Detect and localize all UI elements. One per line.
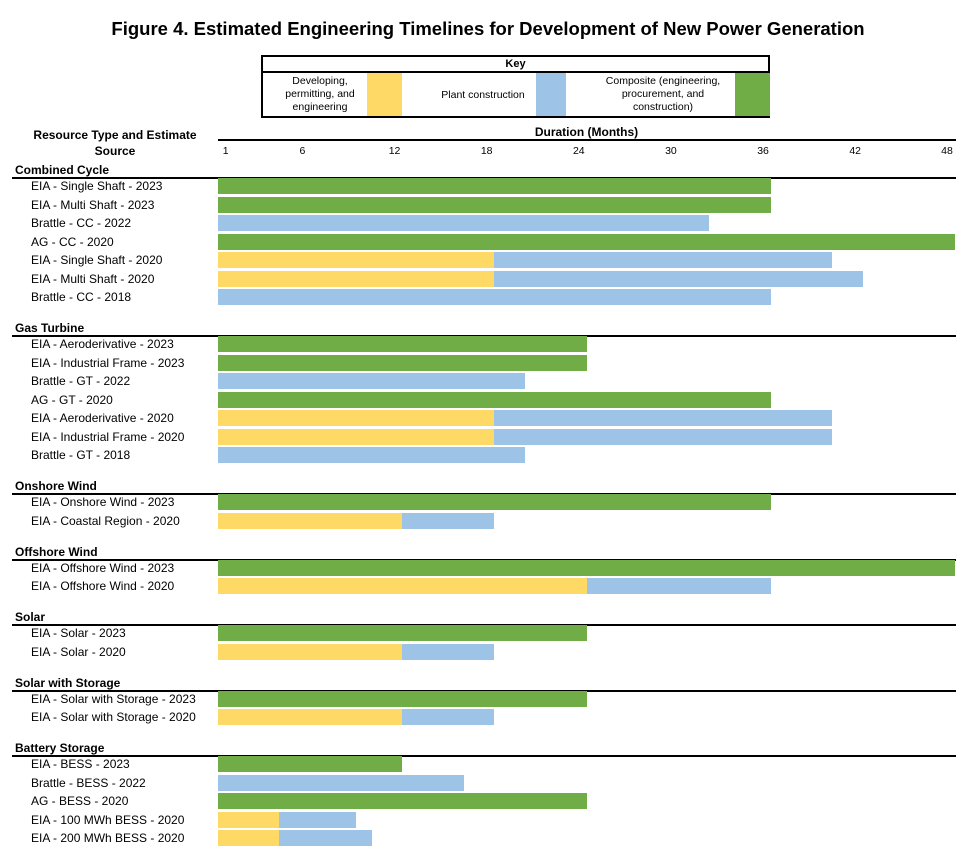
row-label: AG - GT - 2020 <box>31 392 113 407</box>
bar-developing <box>218 811 280 828</box>
group-label: Offshore Wind <box>15 544 98 559</box>
group-label: Combined Cycle <box>15 163 110 177</box>
row-label: EIA - Aeroderivative - 2020 <box>31 411 174 425</box>
group-label: Solar <box>15 610 46 624</box>
bar-construction <box>218 447 526 463</box>
legend-swatch-developing <box>367 73 402 116</box>
row-label: EIA - Solar - 2023 <box>31 626 126 640</box>
row-label: EIA - 100 MWh BESS - 2020 <box>31 812 185 827</box>
row-label: Brattle - GT - 2018 <box>31 448 131 462</box>
row-label: EIA - Multi Shaft - 2020 <box>31 271 155 286</box>
x-tick-label: 36 <box>757 145 769 157</box>
bar-construction <box>586 578 771 594</box>
bar-construction <box>494 252 833 268</box>
bar-composite <box>218 196 771 213</box>
bar-construction <box>402 643 495 660</box>
x-tick-label: 48 <box>941 145 953 157</box>
row-label: EIA - Onshore Wind - 2023 <box>31 495 175 509</box>
row-label: EIA - Single Shaft - 2020 <box>31 253 163 267</box>
bar-composite <box>218 625 587 641</box>
row-label: EIA - BESS - 2023 <box>31 757 130 771</box>
bar-construction <box>218 215 710 231</box>
bar-developing <box>218 643 403 660</box>
bar-developing <box>218 578 587 594</box>
group-label: Gas Turbine <box>15 321 85 335</box>
bar-developing <box>218 830 280 846</box>
legend-swatch-construction <box>536 73 566 116</box>
bar-composite <box>218 336 587 352</box>
x-axis-label: Duration (Months) <box>534 125 639 139</box>
row-label: EIA - Single Shaft - 2023 <box>31 179 163 193</box>
bar-composite <box>218 233 955 250</box>
row-label: EIA - Solar with Storage - 2023 <box>31 691 196 706</box>
row-label: Brattle - CC - 2018 <box>31 290 132 304</box>
x-tick-label: 30 <box>665 145 677 157</box>
row-label: EIA - Aeroderivative - 2023 <box>31 337 174 351</box>
row-label: EIA - Coastal Region - 2020 <box>31 513 180 528</box>
legend-label-composite: Composite (engineering, procurement, and… <box>605 75 721 113</box>
bar-construction <box>279 830 372 846</box>
x-tick-label: 12 <box>388 145 401 157</box>
row-label: Brattle - GT - 2022 <box>31 374 131 388</box>
bar-construction <box>494 410 833 426</box>
bar-construction <box>494 428 833 445</box>
row-label: EIA - Offshore Wind - 2020 <box>31 579 175 593</box>
row-label: Brattle - BESS - 2022 <box>31 775 146 790</box>
bar-composite <box>218 178 771 194</box>
group-label: Solar with Storage <box>15 675 121 690</box>
legend-label-developing: Developing, permitting, and engineering <box>285 75 355 113</box>
bar-developing <box>218 410 495 426</box>
chart-title: Figure 4. Estimated Engineering Timeline… <box>111 18 865 39</box>
bar-composite <box>218 354 587 371</box>
bar-construction <box>218 774 464 791</box>
row-label: EIA - Solar - 2020 <box>31 644 126 659</box>
y-axis-label: Resource Type and Estimate Source <box>33 128 197 158</box>
bar-construction <box>402 709 495 725</box>
legend-title: Key <box>263 57 768 73</box>
row-label: EIA - Multi Shaft - 2023 <box>31 197 155 212</box>
bar-developing <box>218 709 403 725</box>
row-label: EIA - Offshore Wind - 2023 <box>31 560 175 575</box>
bar-construction <box>494 270 863 287</box>
bar-developing <box>218 252 495 268</box>
bar-composite <box>218 494 771 510</box>
group-label: Battery Storage <box>15 741 105 755</box>
bar-construction <box>279 811 357 828</box>
bar-construction <box>402 512 495 529</box>
legend-label-construction: Plant construction <box>441 89 525 101</box>
legend-swatch-composite <box>735 73 770 116</box>
x-tick-label: 1 <box>222 145 229 157</box>
bar-developing <box>218 428 495 445</box>
bar-construction <box>218 373 526 389</box>
x-tick-label: 6 <box>299 145 306 157</box>
bar-composite <box>218 793 587 809</box>
x-tick-label: 42 <box>849 145 862 157</box>
row-label: EIA - 200 MWh BESS - 2020 <box>31 831 185 845</box>
x-tick-label: 24 <box>572 145 585 157</box>
row-label: EIA - Industrial Frame - 2020 <box>31 429 185 444</box>
row-label: AG - BESS - 2020 <box>31 794 129 808</box>
bar-developing <box>218 270 495 287</box>
bar-composite <box>218 559 955 576</box>
legend: Key Developing, permitting, and engineer… <box>261 55 770 118</box>
row-label: Brattle - CC - 2022 <box>31 216 132 230</box>
x-tick-label: 18 <box>480 145 493 157</box>
bar-composite <box>218 756 403 772</box>
row-label: AG - CC - 2020 <box>31 234 114 249</box>
group-label: Onshore Wind <box>15 479 97 493</box>
axis-header-rule <box>218 139 956 141</box>
row-label: EIA - Industrial Frame - 2023 <box>31 355 185 370</box>
row-label: EIA - Solar with Storage - 2020 <box>31 710 196 724</box>
bar-composite <box>218 391 771 408</box>
group-rule <box>12 755 956 757</box>
bar-developing <box>218 512 403 529</box>
bar-composite <box>218 690 587 707</box>
bar-construction <box>218 289 771 305</box>
